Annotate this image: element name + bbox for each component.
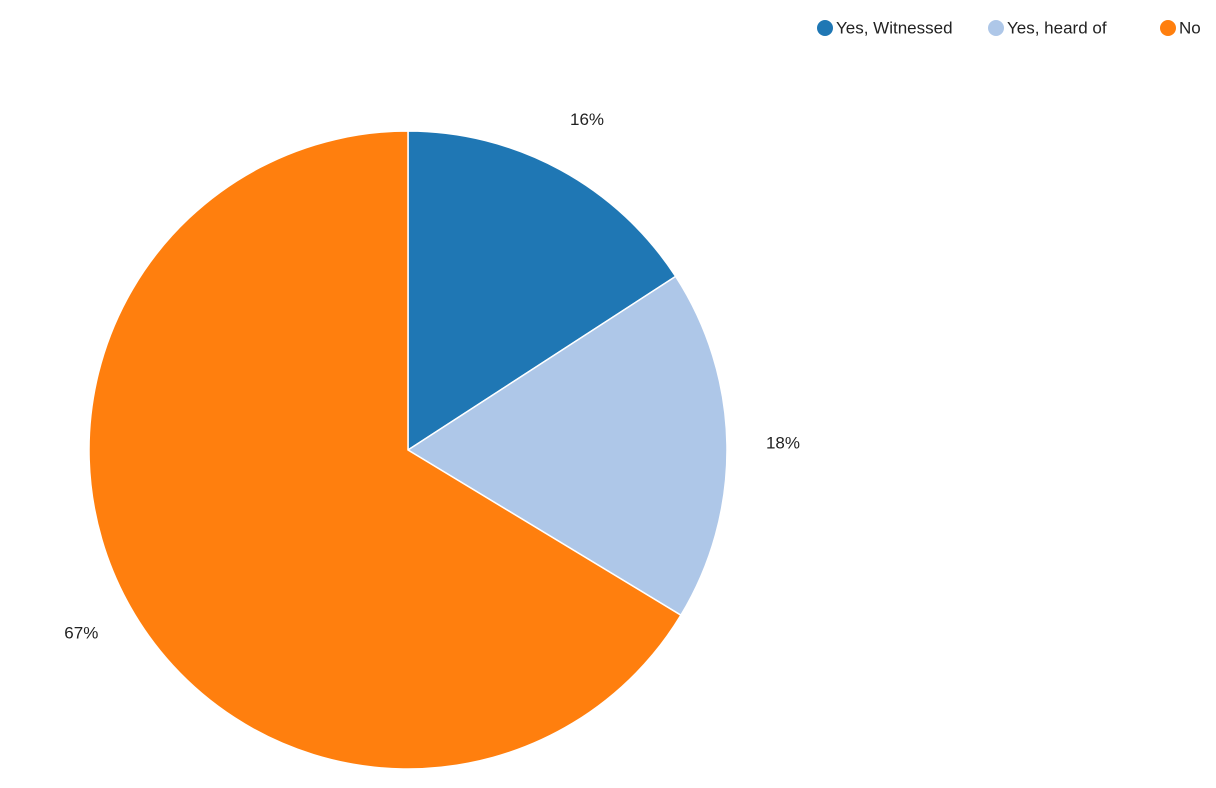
legend-label: Yes, heard of bbox=[1007, 18, 1107, 37]
data-label: 16% bbox=[570, 110, 604, 129]
pie-slice bbox=[407, 130, 677, 452]
data-label: 18% bbox=[766, 434, 800, 453]
legend-marker bbox=[817, 20, 833, 36]
pie-slice bbox=[406, 275, 728, 617]
data-label: 67% bbox=[64, 624, 98, 643]
legend-label: No bbox=[1179, 18, 1201, 37]
pie-slice bbox=[88, 130, 682, 770]
legend-marker bbox=[988, 20, 1004, 36]
legend-marker bbox=[1160, 20, 1176, 36]
legend-label: Yes, Witnessed bbox=[836, 18, 953, 37]
